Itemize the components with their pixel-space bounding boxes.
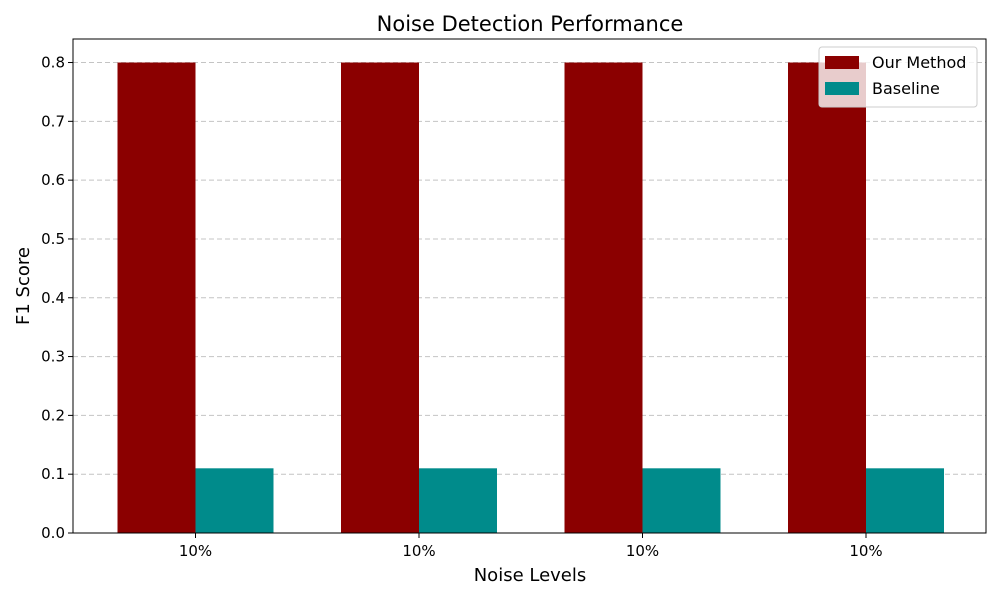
x-tick-label: 10% [849, 542, 882, 560]
x-axis-title: Noise Levels [474, 565, 587, 586]
y-tick-label: 0.1 [41, 465, 65, 483]
bar-baseline [195, 468, 274, 533]
x-tick-label: 10% [179, 542, 212, 560]
y-tick-label: 0.6 [41, 171, 65, 189]
plot-area-frame [72, 38, 987, 534]
bars [117, 62, 944, 534]
chart-title: Noise Detection Performance [377, 12, 684, 36]
bar-baseline [866, 468, 944, 533]
legend-swatch-our-method [825, 56, 859, 69]
y-tick-label: 0.2 [41, 406, 65, 424]
bar-our-method [788, 62, 866, 534]
y-axis: 0.0 0.1 0.2 0.3 0.4 0.5 0.6 0.7 0.8 [41, 54, 73, 542]
grid-lines [73, 62, 986, 475]
legend-label-our-method: Our Method [872, 53, 966, 72]
x-axis: 10% 10% 10% 10% [179, 533, 883, 560]
bar-baseline [642, 468, 721, 533]
legend-swatch-baseline [825, 82, 859, 95]
y-tick-label: 0.7 [41, 112, 65, 130]
legend-label-baseline: Baseline [872, 79, 940, 98]
legend: Our Method Baseline [818, 46, 978, 108]
y-tick-label: 0.8 [41, 54, 65, 72]
x-tick-label: 10% [402, 542, 435, 560]
bar-our-method [564, 62, 643, 534]
bar-our-method [117, 62, 196, 534]
y-tick-label: 0.5 [41, 230, 65, 248]
y-tick-label: 0.4 [41, 289, 65, 307]
bar-baseline [419, 468, 497, 533]
x-tick-label: 10% [626, 542, 659, 560]
y-axis-title: F1 Score [13, 247, 34, 325]
y-tick-label: 0.3 [41, 348, 65, 366]
y-tick-label: 0.0 [41, 524, 65, 542]
bar-our-method [341, 62, 419, 534]
